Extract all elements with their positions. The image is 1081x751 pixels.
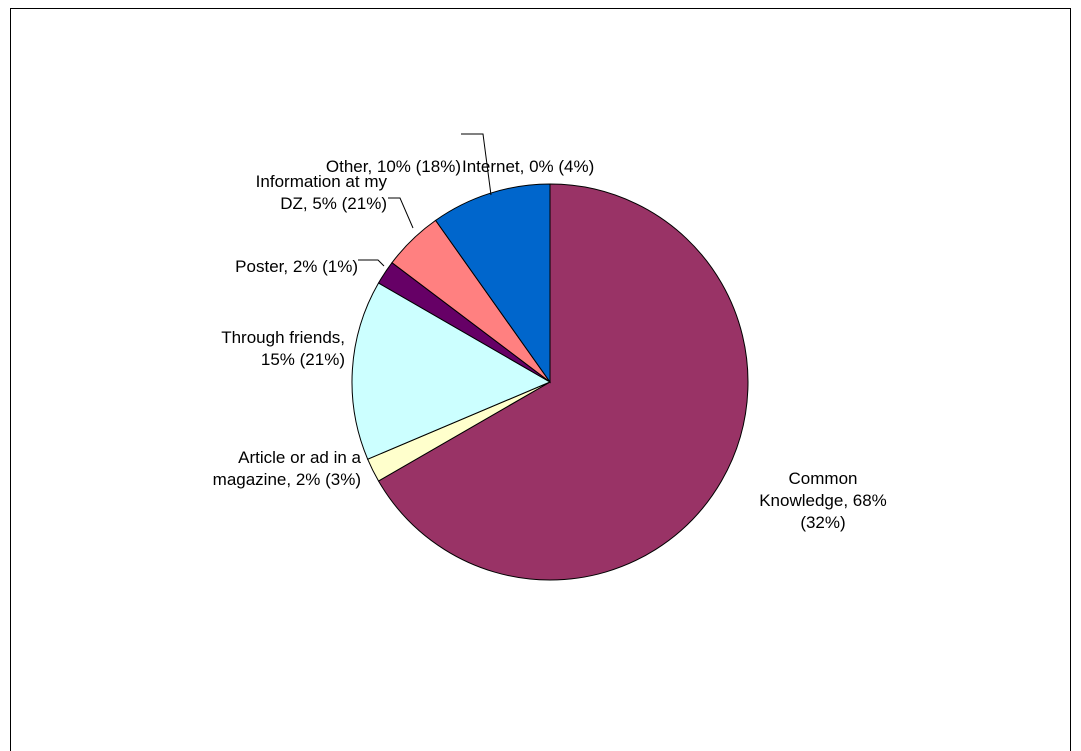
slice-common-knowledge-label: Common Knowledge, 68% (32%) [759, 469, 887, 532]
slice-internet-label-line: Internet, 0% (4%) [462, 157, 594, 176]
slice-information-at-my-dz-label-line: DZ, 5% (21%) [280, 194, 387, 213]
slice-article-or-ad-in-a-magazine-label-line: magazine, 2% (3%) [213, 470, 361, 489]
slice-other-label: Other, 10% (18%) [326, 157, 461, 176]
leader-lines [358, 133, 492, 267]
slice-information-at-my-dz-leader-line [388, 197, 414, 229]
slice-other-leader-line [461, 133, 492, 196]
slice-article-or-ad-in-a-magazine-label-line: Article or ad in a [238, 448, 361, 467]
slice-information-at-my-dz-label-line: Information at my [256, 172, 388, 191]
slice-through-friends-label-line: 15% (21%) [261, 350, 345, 369]
slice-common-knowledge-label-line: Common [789, 469, 858, 488]
slice-through-friends [351, 282, 552, 460]
slice-common-knowledge-label-line: Knowledge, 68% [759, 491, 887, 510]
pie-slices [351, 183, 749, 581]
slice-common-knowledge [377, 183, 749, 581]
slice-labels: Common Knowledge, 68% (32%) Article or ad i… [213, 157, 887, 532]
slice-other-label-line: Other, 10% (18%) [326, 157, 461, 176]
slice-other [434, 183, 551, 384]
slice-poster-leader-line [358, 259, 385, 267]
slice-through-friends-label: Through friends, 15% (21%) [221, 328, 345, 369]
slice-through-friends-label-line: Through friends, [221, 328, 345, 347]
slice-internet-label: Internet, 0% (4%) [462, 157, 594, 176]
slice-poster-label-line: Poster, 2% (1%) [235, 257, 358, 276]
slice-common-knowledge-label-line: (32%) [800, 513, 845, 532]
slice-poster-label: Poster, 2% (1%) [235, 257, 358, 276]
slice-article-or-ad-in-a-magazine-label: Article or ad in a magazine, 2% (3%) [213, 448, 362, 489]
slice-information-at-my-dz-label: Information at my DZ, 5% (21%) [256, 172, 388, 213]
